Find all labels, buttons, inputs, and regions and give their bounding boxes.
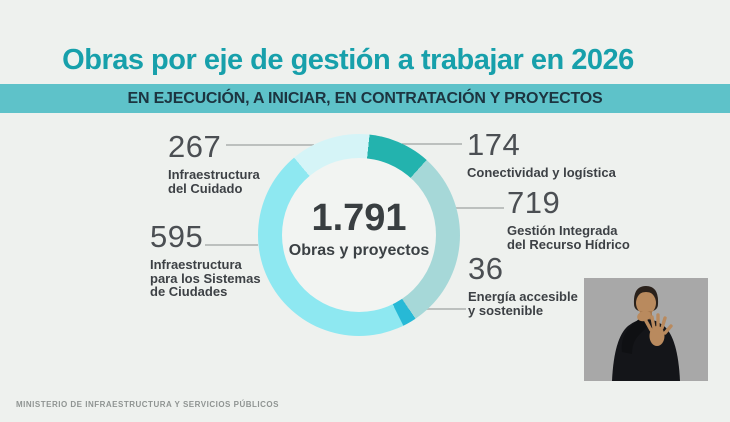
callout-label: Infraestructura para los Sistemas de Ciu… — [150, 257, 261, 299]
interpreter-hand-left — [637, 310, 651, 322]
callout-gestion-recurso-hidrico: 719 Gestión Integrada del Recurso Hídric… — [507, 186, 630, 251]
page-title: Obras por eje de gestión a trabajar en 2… — [62, 44, 634, 76]
donut-hole: 1.791 Obras y proyectos — [282, 158, 436, 312]
subtitle-banner: EN EJECUCIÓN, A INICIAR, EN CONTRATACIÓN… — [0, 84, 730, 113]
callout-value: 719 — [507, 185, 561, 220]
donut-center-label: Obras y proyectos — [288, 242, 430, 259]
donut-center-value: 1.791 — [311, 197, 407, 239]
callout-value: 267 — [168, 129, 222, 164]
connector-line-719 — [450, 207, 504, 209]
interpreter-box — [584, 278, 708, 381]
callout-conectividad-logistica: 174 Conectividad y logística — [467, 128, 616, 180]
callout-value: 36 — [468, 251, 504, 286]
callout-label: Infraestructura del Cuidado — [168, 167, 260, 196]
interpreter-hand-open-palm — [644, 313, 673, 346]
callout-infraestructura-sistemas-ciudades: 595 Infraestructura para los Sistemas de… — [150, 220, 261, 299]
interpreter-forearm — [621, 318, 648, 354]
callout-infraestructura-del-cuidado: 267 Infraestructura del Cuidado — [168, 130, 260, 195]
subtitle-text: EN EJECUCIÓN, A INICIAR, EN CONTRATACIÓN… — [127, 89, 603, 107]
connector-line-595 — [205, 244, 258, 246]
connector-line-36 — [409, 308, 466, 310]
interpreter-hairline — [635, 288, 657, 298]
callout-label: Gestión Integrada del Recurso Hídrico — [507, 223, 630, 252]
sign-language-interpreter-image — [584, 278, 708, 381]
connector-line-174 — [402, 143, 462, 145]
callout-label: Energía accesible y sostenible — [468, 289, 578, 318]
donut-chart: 1.791 Obras y proyectos — [258, 134, 460, 336]
connector-line-267 — [226, 144, 314, 146]
interpreter-face — [636, 291, 656, 315]
callout-value: 595 — [150, 219, 204, 254]
callout-value: 174 — [467, 127, 521, 162]
callout-energia-accesible: 36 Energía accesible y sostenible — [468, 252, 578, 317]
ministry-footer: MINISTERIO DE INFRAESTRUCTURA Y SERVICIO… — [16, 400, 279, 409]
callout-label: Conectividad y logística — [467, 165, 616, 180]
